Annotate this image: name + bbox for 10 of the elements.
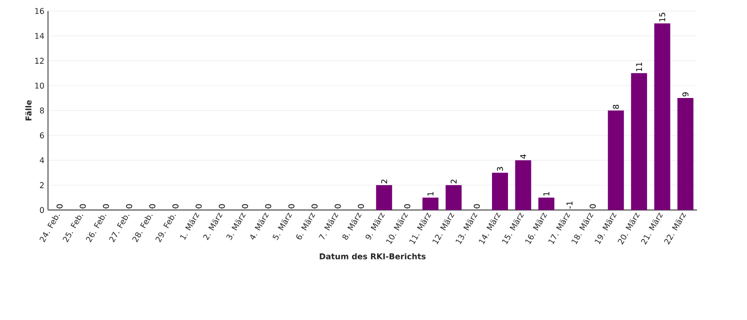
bar (422, 198, 438, 210)
bar (446, 185, 462, 210)
bar (538, 198, 554, 210)
bar (608, 110, 624, 210)
bar (376, 185, 392, 210)
bar (654, 23, 670, 210)
bar (677, 98, 694, 210)
bar (492, 172, 508, 210)
bar (515, 160, 532, 210)
bar (631, 73, 648, 210)
